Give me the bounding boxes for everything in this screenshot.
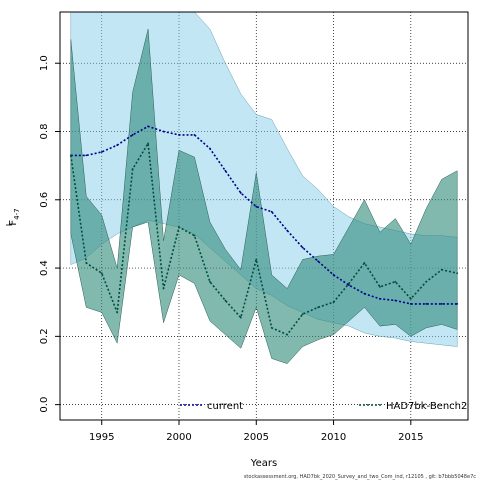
point-current-2000 xyxy=(178,134,180,136)
point-bench-2006 xyxy=(270,326,273,329)
point-current-2007 xyxy=(286,229,289,232)
point-current-2004 xyxy=(239,192,242,194)
x-axis-ticks: 1995 2000 2005 2010 2015 xyxy=(89,420,424,443)
point-bench-2005 xyxy=(255,258,258,261)
point-bench-2004 xyxy=(239,316,242,319)
point-bench-2017 xyxy=(440,268,443,271)
y-tick-label-1: 0.2 xyxy=(39,328,50,344)
x-tick-label-2015: 2015 xyxy=(398,432,423,443)
point-current-2001 xyxy=(193,134,196,136)
point-current-2016 xyxy=(425,303,428,305)
y-axis-label-main: F xyxy=(8,220,19,226)
point-current-1996 xyxy=(116,144,119,147)
legend-bench-label: HAD7bk-Bench2 xyxy=(386,401,467,412)
series-lines xyxy=(69,125,459,336)
point-bench-2000 xyxy=(178,226,180,228)
legend: current HAD7bk-Bench2 xyxy=(180,401,467,412)
x-tick-label-1995: 1995 xyxy=(89,432,114,443)
svg-text:F4-7: F4-7 xyxy=(8,208,21,225)
point-bench-1993 xyxy=(69,154,72,157)
point-current-1997 xyxy=(131,134,134,136)
point-bench-2001 xyxy=(193,234,196,237)
point-bench-2013 xyxy=(379,285,381,288)
band-bench xyxy=(70,29,458,364)
point-current-2013 xyxy=(379,297,381,300)
point-bench-2014 xyxy=(394,280,397,283)
y-axis-label-sub: 4-7 xyxy=(13,208,21,219)
point-current-2014 xyxy=(394,299,397,302)
x-tick-label-2000: 2000 xyxy=(166,432,191,443)
y-axis-label: F4-7 xyxy=(6,208,21,226)
point-current-1998 xyxy=(147,125,149,128)
point-current-2005 xyxy=(255,205,258,208)
point-bench-2018 xyxy=(456,272,459,275)
point-current-1995 xyxy=(100,151,103,153)
point-bench-1999 xyxy=(162,287,165,290)
y-tick-label-0: 0.0 xyxy=(39,397,50,413)
y-tick-label-2: 0.4 xyxy=(39,260,50,276)
point-current-2010 xyxy=(332,273,335,276)
point-current-2018 xyxy=(456,303,459,305)
point-bench-2010 xyxy=(332,301,335,304)
point-bench-2009 xyxy=(317,306,319,309)
point-bench-2008 xyxy=(301,313,304,316)
point-bench-1994 xyxy=(85,262,88,264)
x-tick-label-2010: 2010 xyxy=(321,432,346,443)
point-bench-2012 xyxy=(363,262,366,264)
y-axis-ticks: 0.0 0.2 0.4 0.6 0.8 1.0 xyxy=(39,55,60,413)
x-tick-label-2005: 2005 xyxy=(244,432,269,443)
point-bench-2015 xyxy=(409,297,412,300)
point-bench-2016 xyxy=(425,280,428,283)
caption: stockassessment.org, HAD7bk_2020_Survey_… xyxy=(244,474,476,480)
y-tick-label-3: 0.6 xyxy=(39,192,50,208)
legend-current-label: current xyxy=(207,401,243,412)
y-tick-label-4: 0.8 xyxy=(39,124,50,140)
point-current-2008 xyxy=(301,246,304,249)
point-current-2017 xyxy=(440,303,443,305)
point-bench-2003 xyxy=(224,299,227,302)
point-current-2003 xyxy=(224,169,227,172)
point-current-2002 xyxy=(209,147,211,150)
y-tick-label-5: 1.0 xyxy=(39,55,50,71)
point-bench-2007 xyxy=(286,333,289,336)
point-bench-2011 xyxy=(348,282,350,285)
point-bench-1996 xyxy=(116,311,119,314)
confidence-bands xyxy=(70,11,458,364)
point-bench-2002 xyxy=(209,280,211,283)
point-current-1999 xyxy=(162,130,165,133)
point-current-2015 xyxy=(409,303,412,305)
x-axis-label: Years xyxy=(250,458,277,469)
plot-frame xyxy=(59,11,469,421)
line-current xyxy=(70,125,458,305)
point-current-2011 xyxy=(348,284,350,287)
point-current-1994 xyxy=(85,154,88,157)
point-current-2009 xyxy=(317,260,319,263)
point-bench-1998 xyxy=(147,142,149,145)
point-bench-1995 xyxy=(100,272,103,275)
line-bench xyxy=(70,140,458,336)
point-bench-1997 xyxy=(131,168,134,170)
point-current-2012 xyxy=(363,292,366,295)
point-current-2006 xyxy=(270,210,273,213)
